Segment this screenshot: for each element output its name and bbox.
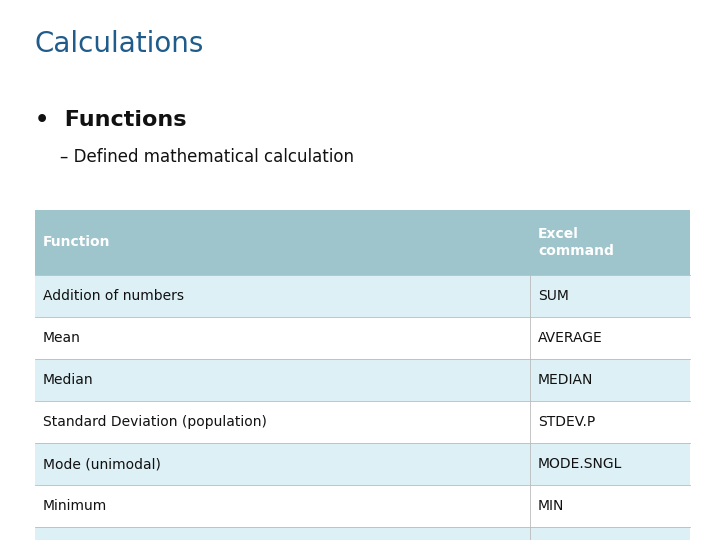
Bar <box>35 443 690 485</box>
Text: •  Functions: • Functions <box>35 110 186 130</box>
Text: Addition of numbers: Addition of numbers <box>43 289 184 303</box>
Text: STDEV.P: STDEV.P <box>538 415 595 429</box>
Text: – Defined mathematical calculation: – Defined mathematical calculation <box>60 148 354 166</box>
Bar <box>35 275 690 317</box>
Text: SUM: SUM <box>538 289 569 303</box>
Text: Standard Deviation (population): Standard Deviation (population) <box>43 415 267 429</box>
Text: Minimum: Minimum <box>43 499 107 513</box>
Text: Median: Median <box>43 373 94 387</box>
Text: Calculations: Calculations <box>35 30 204 58</box>
Text: Function: Function <box>43 235 110 249</box>
Bar <box>35 401 690 443</box>
Text: MEDIAN: MEDIAN <box>538 373 593 387</box>
Text: MODE.SNGL: MODE.SNGL <box>538 457 622 471</box>
Bar <box>35 317 690 359</box>
Text: MIN: MIN <box>538 499 564 513</box>
Bar <box>35 210 690 275</box>
Text: AVERAGE: AVERAGE <box>538 331 603 345</box>
Bar <box>35 527 690 540</box>
Text: Mean: Mean <box>43 331 81 345</box>
Bar <box>35 485 690 527</box>
Bar <box>35 359 690 401</box>
Text: Mode (unimodal): Mode (unimodal) <box>43 457 161 471</box>
Text: Excel
command: Excel command <box>538 227 614 258</box>
